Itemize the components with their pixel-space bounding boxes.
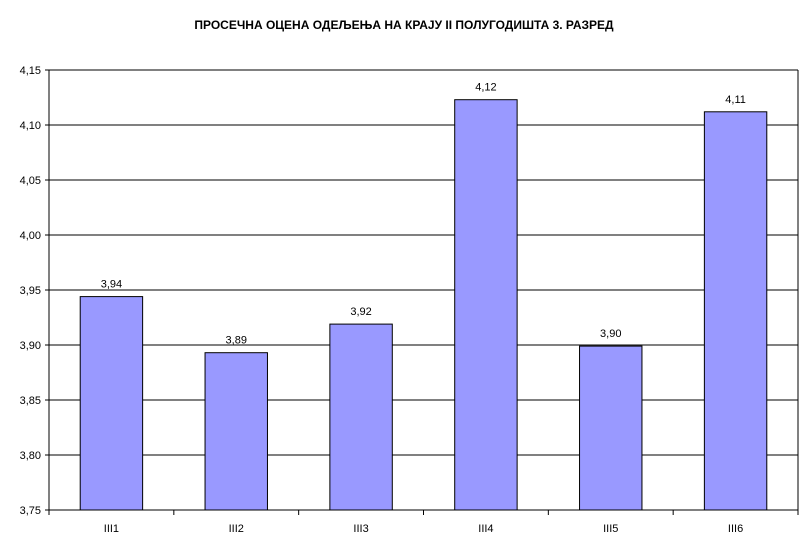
chart-title: ПРОСЕЧНА ОЦЕНА ОДЕЉЕЊА НА КРАЈУ II ПОЛУГ… <box>194 18 614 32</box>
y-tick-label: 4,05 <box>20 175 41 187</box>
data-label: 3,90 <box>600 328 621 340</box>
y-tick-label: 4,10 <box>20 120 41 132</box>
bar-iii2 <box>204 352 268 511</box>
data-label: 3,94 <box>101 279 122 291</box>
x-tick-label: III2 <box>229 523 244 535</box>
y-tick-label: 3,90 <box>20 340 41 352</box>
bar-iii4 <box>454 99 518 511</box>
data-label: 4,11 <box>725 94 746 106</box>
x-tick-label: III6 <box>728 523 743 535</box>
bar-iii6 <box>703 111 768 511</box>
bar-iii3 <box>329 323 393 511</box>
x-tick-label: III3 <box>353 523 368 535</box>
data-label: 4,12 <box>475 82 496 94</box>
data-label: 3,92 <box>350 306 371 318</box>
x-tick-label: III5 <box>603 523 618 535</box>
y-tick-label: 3,80 <box>20 450 41 462</box>
y-tick-label: 3,95 <box>20 285 41 297</box>
data-label: 3,89 <box>226 335 247 347</box>
y-tick-label: 4,00 <box>20 230 41 242</box>
x-tick-label: III4 <box>478 523 493 535</box>
x-tick-label: III1 <box>104 523 119 535</box>
y-tick-label: 4,15 <box>20 65 41 77</box>
y-tick-label: 3,85 <box>20 395 41 407</box>
bar-iii5 <box>579 345 643 511</box>
bar-iii1 <box>79 296 144 511</box>
y-tick-label: 3,75 <box>20 505 41 517</box>
